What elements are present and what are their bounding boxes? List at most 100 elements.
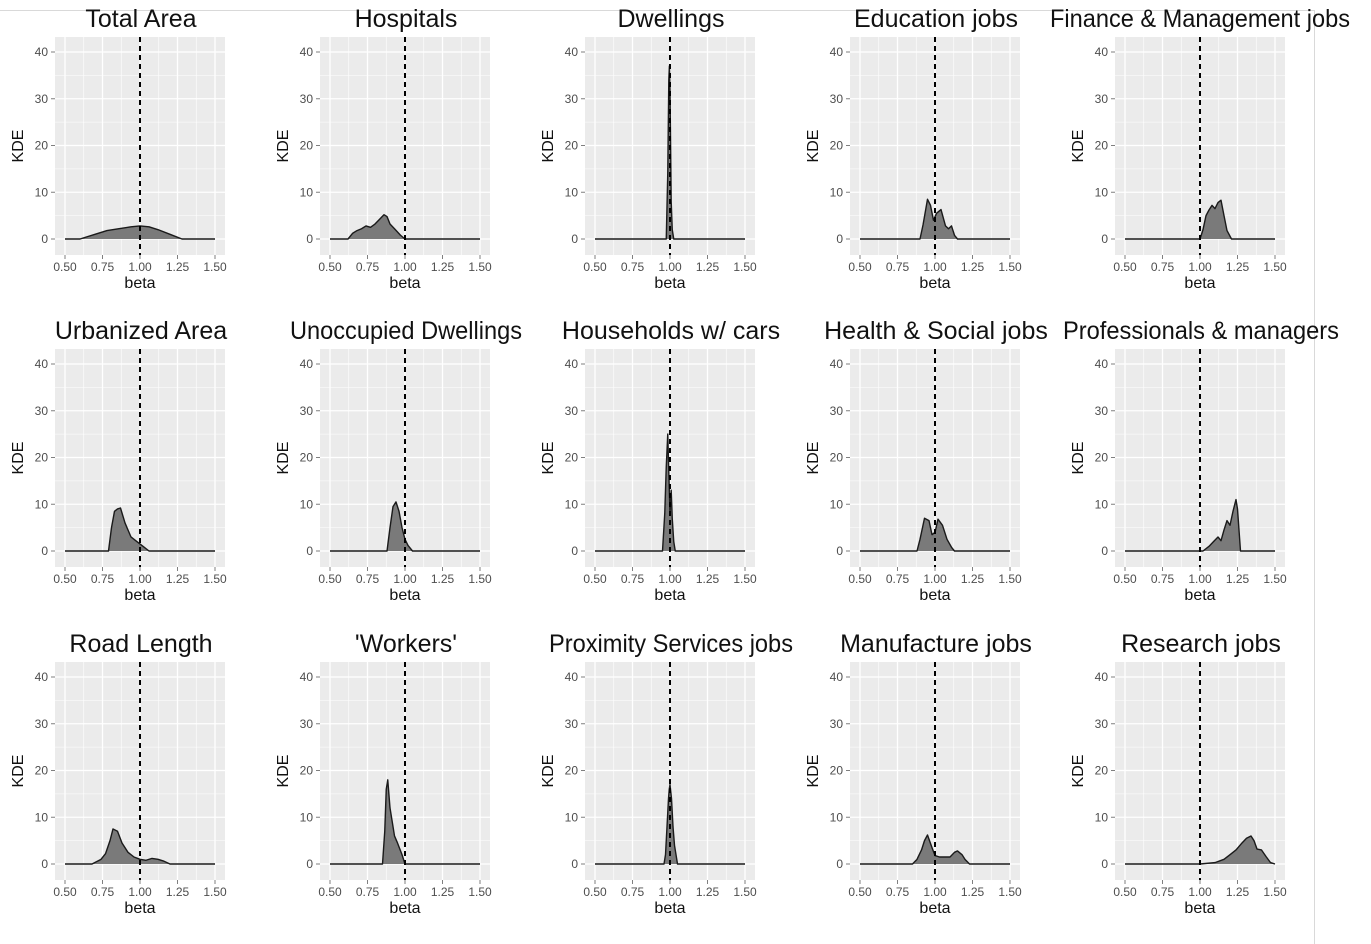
x-tick-label: 1.00: [658, 885, 682, 899]
y-tick-label: 40: [300, 357, 314, 371]
y-tick-label: 20: [1095, 139, 1109, 153]
panel-title: Total Area: [85, 5, 196, 33]
y-axis-label: KDE: [275, 755, 292, 788]
x-tick-label: 0.50: [848, 572, 872, 586]
y-tick-label: 20: [830, 451, 844, 465]
y-tick-label: 20: [830, 764, 844, 778]
x-tick-label: 0.75: [1151, 260, 1175, 274]
x-tick-label: 1.00: [1188, 572, 1212, 586]
x-tick-label: 0.50: [53, 572, 77, 586]
y-tick-label: 0: [306, 544, 313, 558]
density-area: [860, 835, 1010, 864]
x-axis-label: beta: [389, 275, 420, 292]
y-axis-label: KDE: [805, 442, 822, 475]
density-line: [330, 213, 480, 240]
x-tick-label: 1.25: [961, 260, 985, 274]
x-tick-label: 0.75: [91, 885, 115, 899]
facet-panel: 0.50 0.75 1.00 1.25 1.50 0 10 20 30 40 beta KDE Rese…: [1070, 630, 1287, 917]
y-tick-label: 0: [836, 544, 843, 558]
x-tick-label: 1.00: [128, 260, 152, 274]
density-line: [1125, 498, 1275, 552]
x-tick-label: 1.50: [733, 572, 757, 586]
x-tick-label: 1.50: [998, 260, 1022, 274]
x-tick-label: 1.00: [923, 885, 947, 899]
y-tick-label: 10: [565, 810, 579, 824]
density-line: [860, 198, 1010, 240]
density-area: [595, 434, 745, 551]
density-area: [860, 518, 1010, 551]
y-tick-label: 40: [830, 45, 844, 59]
y-tick-label: 40: [1095, 45, 1109, 59]
x-axis-label: beta: [124, 900, 155, 917]
y-tick-label: 30: [1095, 404, 1109, 418]
y-tick-label: 20: [1095, 764, 1109, 778]
panel-title: Health & Social jobs: [824, 317, 1048, 345]
x-axis-label: beta: [124, 587, 155, 604]
density-line: [1125, 199, 1275, 240]
x-tick-label: 1.50: [1263, 572, 1287, 586]
y-tick-label: 30: [300, 404, 314, 418]
y-tick-label: 40: [565, 357, 579, 371]
x-tick-label: 0.50: [53, 885, 77, 899]
panel-title: Proximity Services jobs: [549, 630, 793, 658]
x-tick-label: 1.25: [431, 885, 455, 899]
panel-title: Unoccupied Dwellings: [290, 317, 522, 345]
y-tick-label: 10: [1095, 810, 1109, 824]
y-tick-label: 30: [565, 717, 579, 731]
density-line: [595, 783, 745, 865]
y-tick-label: 0: [571, 232, 578, 246]
x-axis-label: beta: [654, 587, 685, 604]
x-tick-label: 1.00: [393, 260, 417, 274]
x-tick-label: 1.50: [203, 260, 227, 274]
x-tick-label: 1.25: [166, 885, 190, 899]
x-tick-label: 1.25: [431, 572, 455, 586]
density-line: [330, 779, 480, 865]
x-tick-label: 1.50: [733, 260, 757, 274]
x-tick-label: 0.50: [1113, 572, 1137, 586]
x-tick-label: 1.50: [998, 572, 1022, 586]
x-axis-label: beta: [919, 587, 950, 604]
top-border-line: [0, 10, 1314, 11]
y-axis-label: KDE: [805, 130, 822, 163]
panel-title: Urbanized Area: [55, 317, 227, 345]
x-tick-label: 0.75: [356, 260, 380, 274]
x-axis-label: beta: [389, 900, 420, 917]
y-tick-label: 0: [1101, 544, 1108, 558]
y-tick-label: 0: [306, 232, 313, 246]
y-tick-label: 40: [300, 45, 314, 59]
x-tick-label: 0.50: [583, 260, 607, 274]
y-tick-label: 40: [1095, 357, 1109, 371]
y-axis-label: KDE: [540, 130, 557, 163]
y-tick-label: 30: [830, 717, 844, 731]
x-tick-label: 0.50: [318, 572, 342, 586]
y-tick-label: 0: [1101, 232, 1108, 246]
x-axis-label: beta: [654, 900, 685, 917]
y-tick-label: 10: [830, 185, 844, 199]
y-tick-label: 40: [830, 670, 844, 684]
y-tick-label: 30: [35, 717, 49, 731]
x-axis-label: beta: [389, 587, 420, 604]
x-tick-label: 1.50: [998, 885, 1022, 899]
y-tick-label: 40: [35, 357, 49, 371]
x-tick-label: 1.25: [1226, 572, 1250, 586]
y-tick-label: 10: [35, 810, 49, 824]
panel-title: Dwellings: [618, 5, 725, 33]
x-tick-label: 0.75: [621, 572, 645, 586]
y-tick-label: 0: [41, 544, 48, 558]
panel-title: Hospitals: [355, 5, 458, 33]
panel-title: Manufacture jobs: [840, 630, 1032, 658]
x-axis-label: beta: [919, 900, 950, 917]
y-tick-label: 10: [565, 497, 579, 511]
y-tick-label: 30: [35, 92, 49, 106]
y-tick-label: 20: [565, 139, 579, 153]
y-tick-label: 10: [300, 810, 314, 824]
panel-title: Education jobs: [854, 5, 1018, 33]
y-tick-label: 10: [300, 497, 314, 511]
facet-panel: 0.50 0.75 1.00 1.25 1.50 0 10 20 30 40 beta KDE Hous…: [540, 317, 780, 604]
x-tick-label: 1.00: [658, 572, 682, 586]
y-tick-label: 30: [830, 92, 844, 106]
x-tick-label: 0.50: [1113, 885, 1137, 899]
x-tick-label: 0.75: [356, 572, 380, 586]
y-tick-label: 0: [571, 857, 578, 871]
